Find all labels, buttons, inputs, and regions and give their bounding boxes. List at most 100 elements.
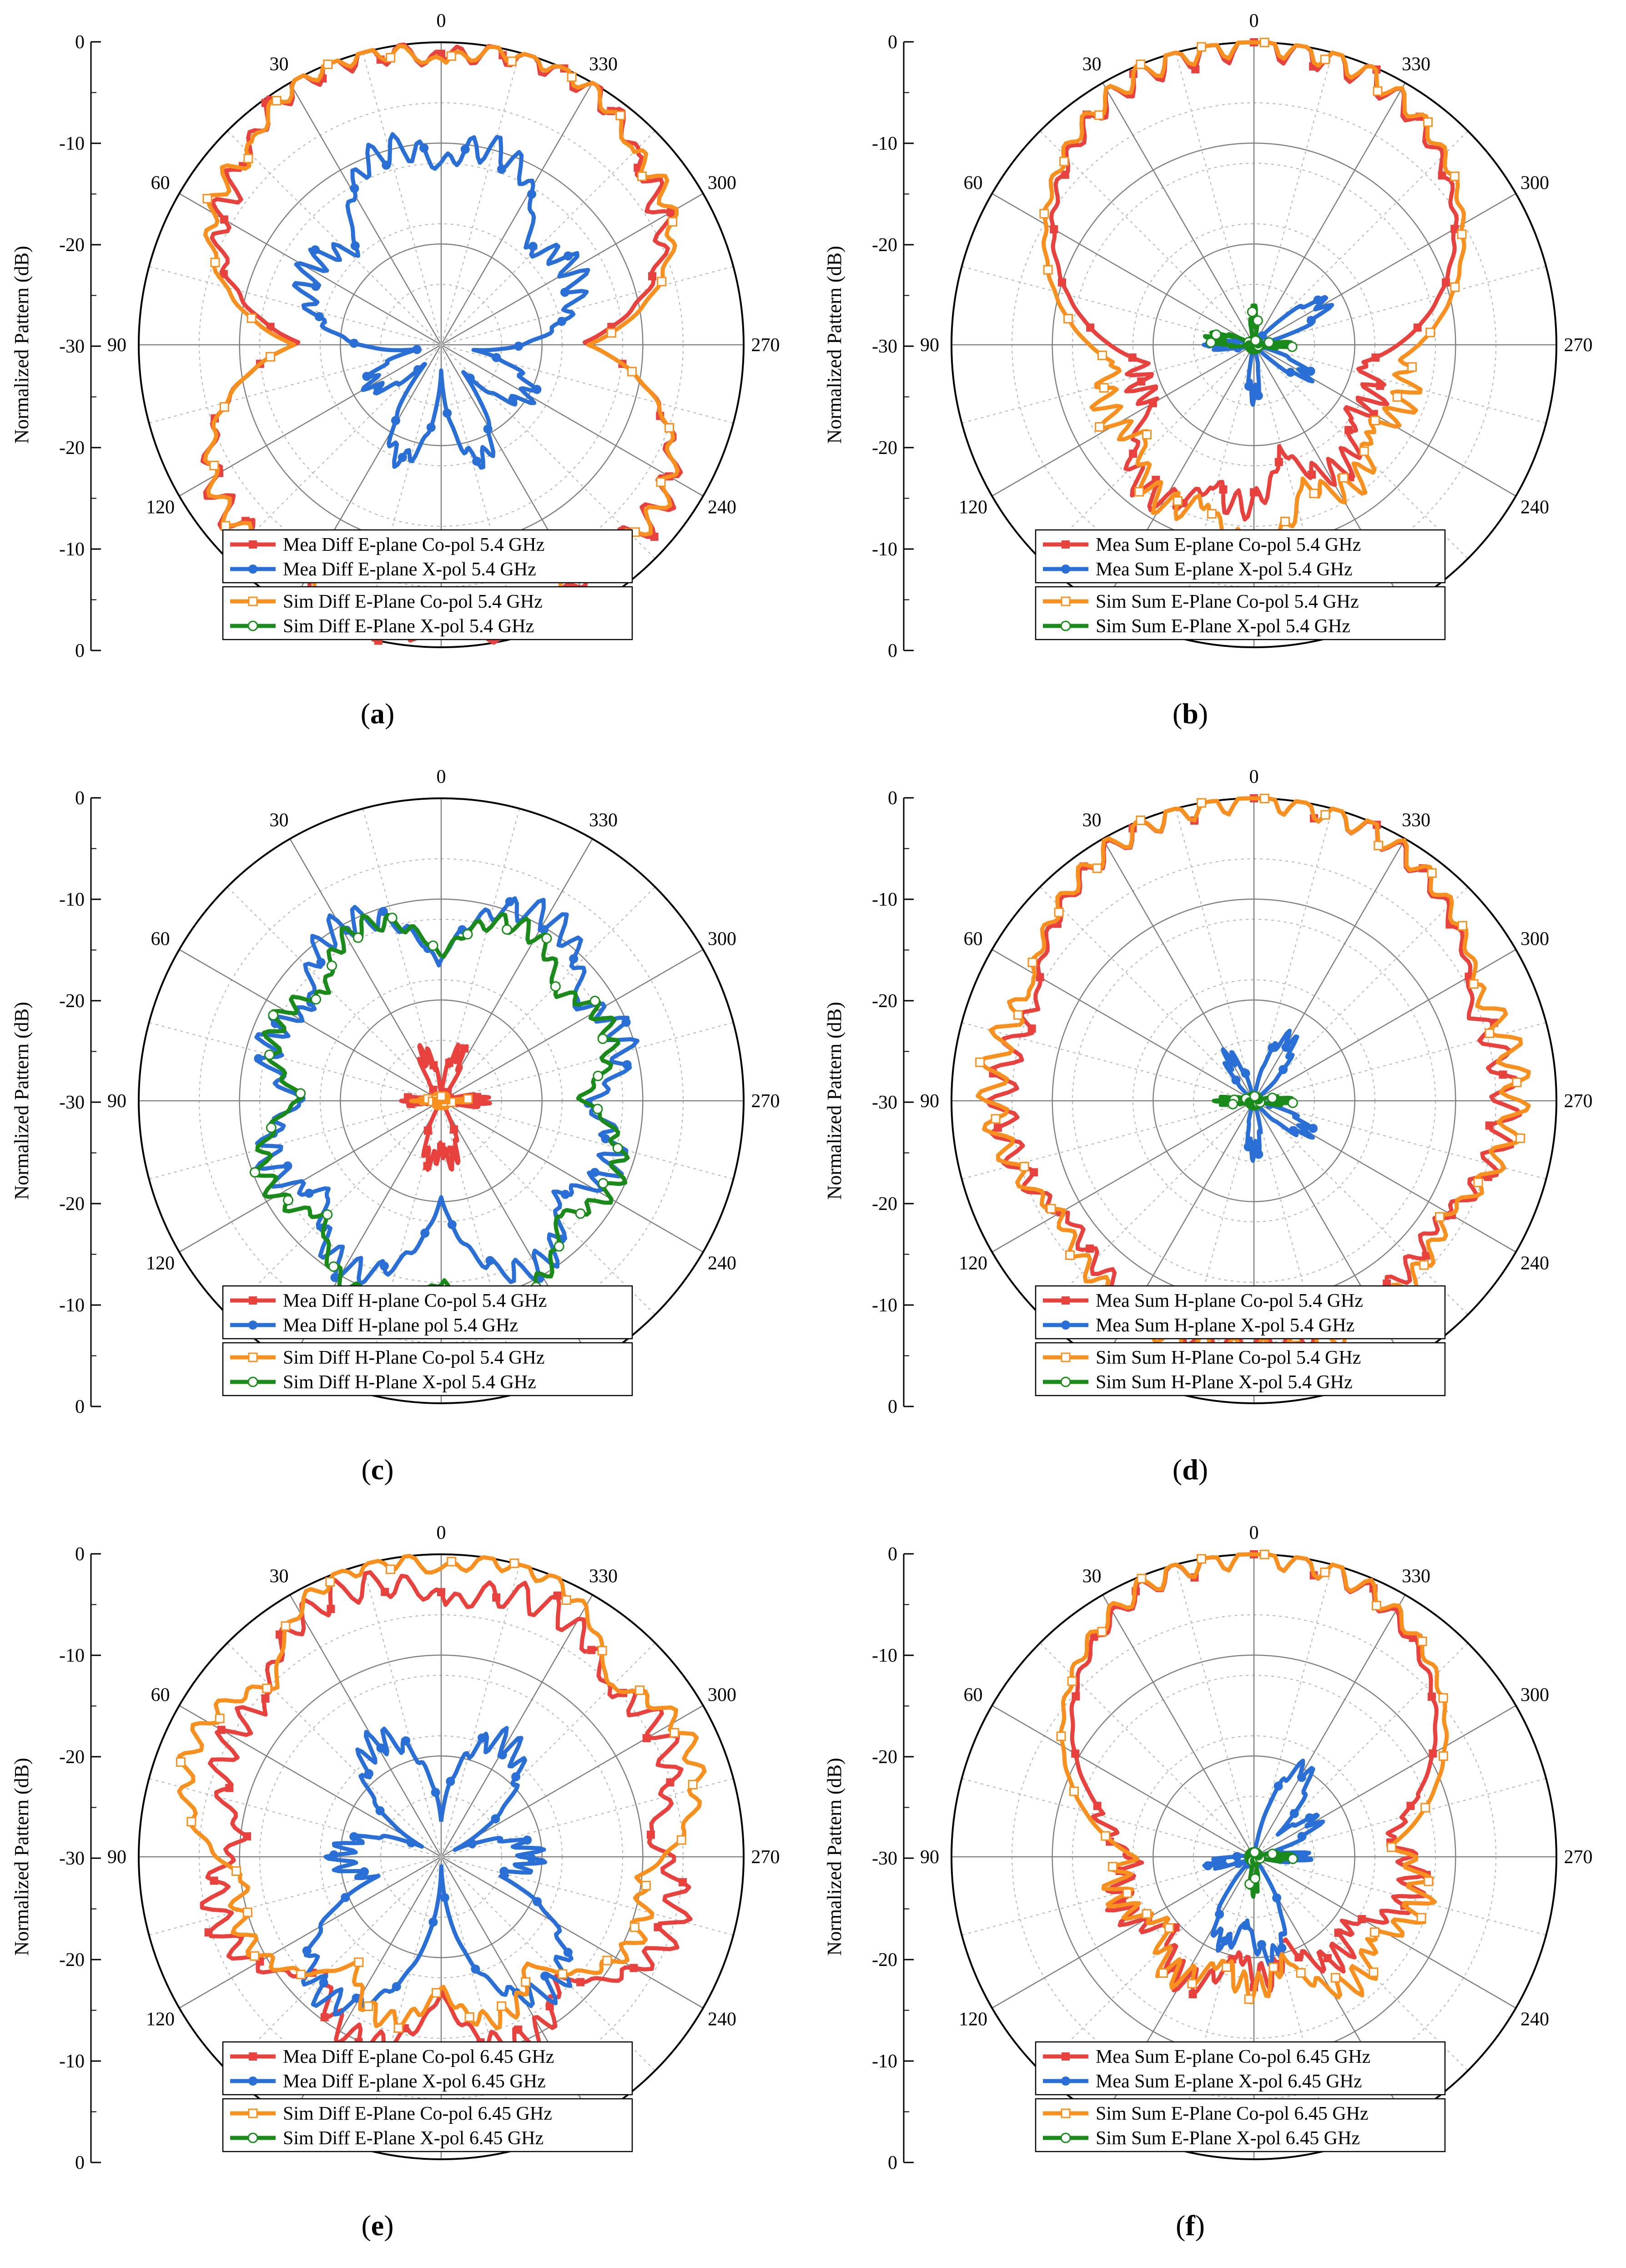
caption-open-paren: ( [1176,2209,1185,2242]
series-marker-1-29 [1227,1056,1237,1065]
series-marker-2-130 [1164,1923,1174,1933]
radial-axis-tick-label-1: -10 [59,889,85,910]
series-marker-1-125 [302,1946,312,1956]
series-marker-2-250 [629,1922,639,1932]
series-3 [1244,1847,1298,1899]
series-marker-2-82 [1101,1831,1111,1841]
grid [138,41,745,648]
series-marker-2-118 [1095,422,1105,432]
legend-label-0-0: Mea Sum H-plane Co-pol 5.4 GHz [1096,1290,1363,1311]
series-marker-3-51 [311,994,322,1005]
series-marker-1-53 [311,245,320,255]
series-marker-0-324 [587,1646,596,1654]
series-marker-0-288 [1406,1802,1415,1810]
series-marker-2-226 [558,1969,568,1979]
grid-spoke-minor-15 [362,52,442,345]
series-marker-2-94 [232,1866,242,1876]
angle-tick-label-120: 120 [146,1253,175,1274]
series-marker-0-264 [1371,353,1380,362]
legend-label-0-1: Mea Diff E-plane X-pol 6.45 GHz [283,2071,546,2092]
radial-axis-tick-label-2: -20 [59,1747,85,1768]
series-marker-0-228 [650,532,659,541]
series-marker-2-346 [1320,1567,1330,1578]
series-marker-1-149 [352,1993,361,2003]
series-marker-0-300 [1429,1749,1437,1758]
grid-spoke-300 [441,1705,704,1858]
series-marker-0-36 [1090,1633,1098,1641]
series-marker-2-82 [186,1817,196,1827]
series-marker-1-17 [378,907,388,916]
series-marker-3-63 [268,1010,279,1021]
series-marker-1-5 [419,143,429,153]
series-marker-1-245 [533,1897,542,1906]
series-marker-legend-0-1 [1061,564,1070,574]
series-marker-1-269 [1299,1853,1309,1862]
series-marker-2-82 [1063,314,1073,324]
legend-label-1-1: Sim Sum E-Plane X-pol 5.4 GHz [1096,616,1350,637]
series-marker-1-113 [283,1161,292,1171]
series-marker-2-10 [386,1564,396,1574]
grid-spoke-minor-105 [149,1100,442,1180]
caption-open-paren: ( [1173,697,1182,730]
series-line-1 [254,896,639,1286]
series-marker-2-142 [354,1957,364,1967]
series-marker-1-245 [1309,1124,1318,1133]
radial-axis-tick-label-5: -10 [59,2051,85,2072]
series-marker-2-58 [215,1714,225,1724]
series-marker-2-190 [1280,516,1290,526]
panel-caption: (d) [1173,1453,1208,1486]
polar-chart-svg: 03060901201802402703003300-10-20-30-20-1… [10,766,780,1486]
grid-spoke-30 [289,1594,442,1857]
series-marker-0-276 [1499,1070,1507,1079]
series-marker-1-281 [557,317,567,326]
series-marker-3-99 [266,1122,277,1133]
series-marker-0-300 [1450,225,1459,233]
grid-spoke-minor-315 [441,131,655,345]
series-marker-2-274 [676,1835,686,1845]
series-marker-2-118 [1142,1909,1152,1919]
radial-axis-tick-label-3: -30 [59,1092,85,1113]
series-marker-2-226 [1419,1260,1429,1270]
series-marker-0-264 [679,1878,687,1886]
series-marker-2-358 [1259,793,1269,803]
grid-spoke-120 [179,1856,442,2009]
caption-close-paren: ) [384,1453,393,1486]
angle-tick-label-330: 330 [589,810,618,831]
legend-box-0 [1035,2041,1446,2096]
caption-letter: e [371,2209,384,2242]
series-marker-0-336 [553,1591,562,1600]
series-marker-2-250 [664,423,675,433]
series-marker-2-274 [463,1094,473,1104]
panel-f: 03060901201802402703003300-10-20-30-20-1… [813,1512,1626,2268]
series-marker-3-279 [1267,1093,1278,1104]
series-marker-0-288 [1442,278,1450,287]
series-marker-0-300 [666,208,675,217]
panel-caption: (a) [361,697,395,730]
angle-tick-label-330: 330 [589,1566,618,1587]
grid-spoke-minor-15 [1175,1564,1254,1857]
legend: Mea Diff H-plane Co-pol 5.4 GHz Mea Diff … [222,1285,633,1396]
series-marker-0-72 [219,270,228,278]
series-marker-legend-1-0 [1061,596,1071,606]
series-marker-0-276 [1413,323,1422,332]
series-marker-1-269 [514,341,524,351]
angle-tick-label-120: 120 [146,2009,175,2030]
series-marker-1-185 [443,408,452,418]
series-marker-2-154 [1173,496,1183,506]
radial-axis-tick-label-2: -20 [872,235,897,256]
series-2 [409,1091,473,1110]
series-marker-0-24 [327,1605,335,1613]
legend-label-1-0: Sim Sum H-Plane Co-pol 5.4 GHz [1096,1347,1361,1368]
series-1 [301,1726,574,2017]
series-marker-1-329 [1281,1043,1291,1052]
series-marker-0-72 [1058,278,1067,287]
series-marker-3-255 [612,1143,623,1154]
series-2 [1056,1549,1449,2005]
series-marker-1-5 [431,1788,440,1797]
series-marker-2-130 [1065,1250,1075,1260]
series-marker-2-70 [1043,265,1053,275]
series-marker-1-161 [398,453,407,462]
grid-spoke-minor-75 [962,1022,1254,1101]
series-marker-2-22 [325,1577,335,1587]
series-marker-0-24 [420,1058,428,1067]
